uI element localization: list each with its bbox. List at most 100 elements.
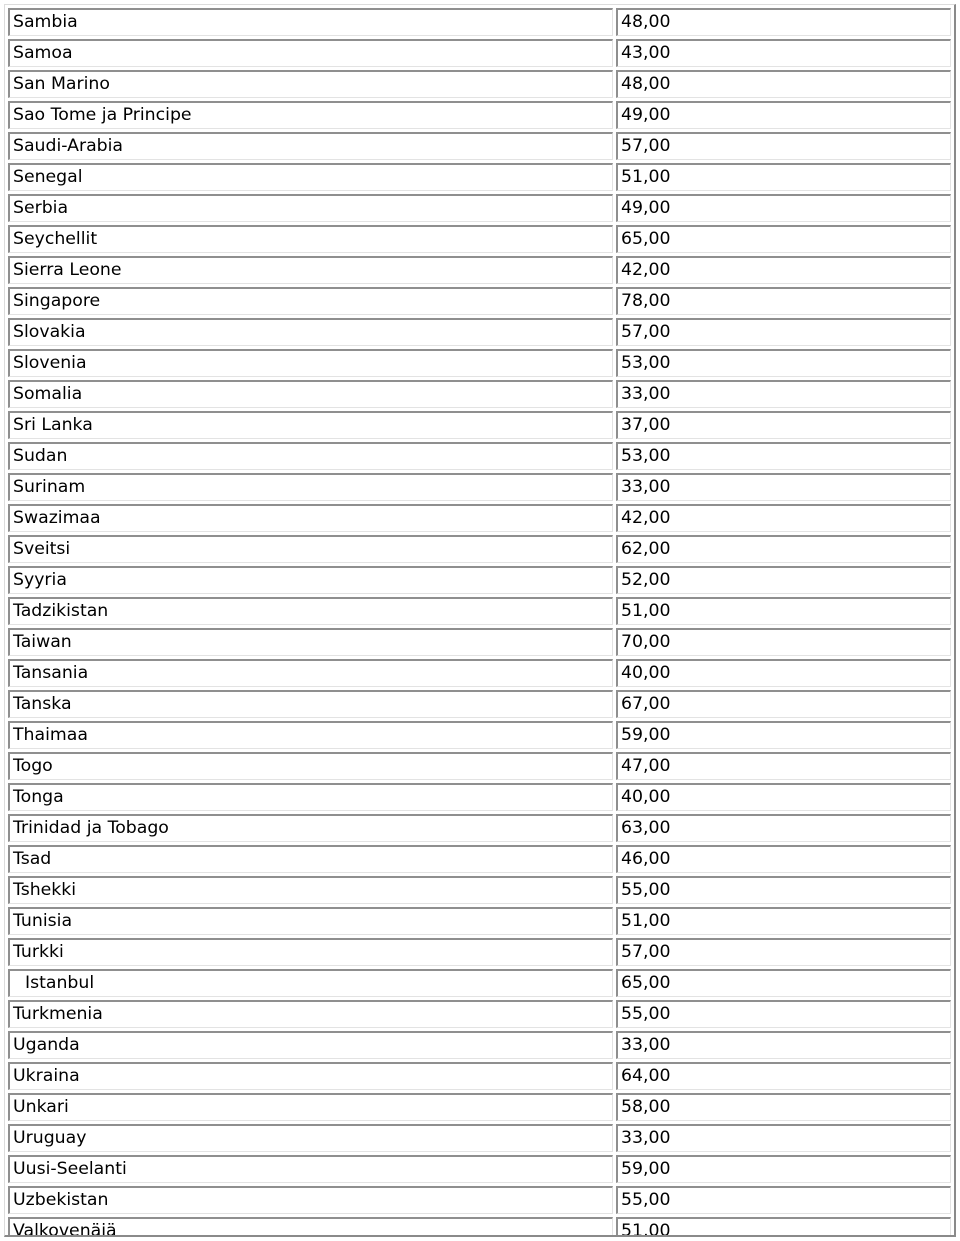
value-cell: 57,00 — [615, 132, 951, 160]
value-cell: 33,00 — [615, 380, 951, 408]
country-name-cell: Togo — [8, 752, 613, 780]
value-cell: 59,00 — [615, 721, 951, 749]
country-name-cell: Valkovenäjä — [8, 1217, 613, 1235]
table-row: Uzbekistan 55,00 — [8, 1186, 951, 1214]
value-cell: 57,00 — [615, 318, 951, 346]
value-cell: 42,00 — [615, 504, 951, 532]
country-name-cell: Sudan — [8, 442, 613, 470]
value-cell: 51,00 — [615, 597, 951, 625]
table-row: Senegal 51,00 — [8, 163, 951, 191]
table-row: Serbia 49,00 — [8, 194, 951, 222]
value-cell: 78,00 — [615, 287, 951, 315]
country-name-cell: Somalia — [8, 380, 613, 408]
country-name-cell: Tanska — [8, 690, 613, 718]
value-cell: 65,00 — [615, 225, 951, 253]
value-cell: 58,00 — [615, 1093, 951, 1121]
country-name-cell: Sao Tome ja Principe — [8, 101, 613, 129]
value-cell: 53,00 — [615, 442, 951, 470]
value-cell: 55,00 — [615, 1186, 951, 1214]
value-cell: 51,00 — [615, 907, 951, 935]
table-row: Somalia 33,00 — [8, 380, 951, 408]
country-name-cell: Unkari — [8, 1093, 613, 1121]
table-row: Uganda 33,00 — [8, 1031, 951, 1059]
value-cell: 65,00 — [615, 969, 951, 997]
table-row: Tsad 46,00 — [8, 845, 951, 873]
table-row: Seychellit 65,00 — [8, 225, 951, 253]
value-cell: 67,00 — [615, 690, 951, 718]
country-name-cell: Uzbekistan — [8, 1186, 613, 1214]
table-row: Tshekki 55,00 — [8, 876, 951, 904]
table-row: Sierra Leone 42,00 — [8, 256, 951, 284]
value-cell: 48,00 — [615, 70, 951, 98]
country-name-cell: Tansania — [8, 659, 613, 687]
country-name-cell: Swazimaa — [8, 504, 613, 532]
table-row: Uusi-Seelanti 59,00 — [8, 1155, 951, 1183]
table-row: Surinam 33,00 — [8, 473, 951, 501]
country-name-cell: Singapore — [8, 287, 613, 315]
table-row: Valkovenäjä 51,00 — [8, 1217, 951, 1235]
table-row: Trinidad ja Tobago 63,00 — [8, 814, 951, 842]
country-name-cell: Saudi-Arabia — [8, 132, 613, 160]
value-cell: 48,00 — [615, 8, 951, 36]
table-body: Sambia 48,00 Samoa 43,00 San Marino 48,00 Sao … — [8, 8, 951, 1235]
country-name-cell: Sierra Leone — [8, 256, 613, 284]
country-name-cell: Taiwan — [8, 628, 613, 656]
table-row: Tanska 67,00 — [8, 690, 951, 718]
country-name-cell: Serbia — [8, 194, 613, 222]
value-cell: 51,00 — [615, 1217, 951, 1235]
table-row: Tonga 40,00 — [8, 783, 951, 811]
value-cell: 33,00 — [615, 473, 951, 501]
country-name-cell: Tonga — [8, 783, 613, 811]
table-row: Samoa 43,00 — [8, 39, 951, 67]
country-name-cell: Tunisia — [8, 907, 613, 935]
table-row: Slovakia 57,00 — [8, 318, 951, 346]
table-row: Thaimaa 59,00 — [8, 721, 951, 749]
country-name-cell: Turkki — [8, 938, 613, 966]
table-frame: Sambia 48,00 Samoa 43,00 San Marino 48,00 Sao … — [4, 4, 956, 1237]
table-row: San Marino 48,00 — [8, 70, 951, 98]
table-row: Tunisia 51,00 — [8, 907, 951, 935]
table-row: Sambia 48,00 — [8, 8, 951, 36]
value-cell: 33,00 — [615, 1124, 951, 1152]
value-cell: 37,00 — [615, 411, 951, 439]
value-cell: 46,00 — [615, 845, 951, 873]
country-name-cell: Sri Lanka — [8, 411, 613, 439]
country-name-cell: Tshekki — [8, 876, 613, 904]
country-name-cell: Seychellit — [8, 225, 613, 253]
value-cell: 55,00 — [615, 1000, 951, 1028]
country-name-cell: Slovakia — [8, 318, 613, 346]
country-name-cell: Sveitsi — [8, 535, 613, 563]
table-row: Sveitsi 62,00 — [8, 535, 951, 563]
country-name-cell: Slovenia — [8, 349, 613, 377]
country-name-cell: Tsad — [8, 845, 613, 873]
table-row: Syyria 52,00 — [8, 566, 951, 594]
value-cell: 42,00 — [615, 256, 951, 284]
country-name-cell: Turkmenia — [8, 1000, 613, 1028]
table-row: Tansania 40,00 — [8, 659, 951, 687]
table-row: Unkari 58,00 — [8, 1093, 951, 1121]
country-name-cell: Syyria — [8, 566, 613, 594]
table-row: Togo 47,00 — [8, 752, 951, 780]
value-cell: 49,00 — [615, 194, 951, 222]
value-cell: 40,00 — [615, 783, 951, 811]
table-row: Slovenia 53,00 — [8, 349, 951, 377]
table-row: Tadzikistan 51,00 — [8, 597, 951, 625]
country-name-cell: Sambia — [8, 8, 613, 36]
value-cell: 53,00 — [615, 349, 951, 377]
table-row: Turkki 57,00 — [8, 938, 951, 966]
value-cell: 47,00 — [615, 752, 951, 780]
value-cell: 49,00 — [615, 101, 951, 129]
value-cell: 43,00 — [615, 39, 951, 67]
country-name-cell: Samoa — [8, 39, 613, 67]
value-cell: 55,00 — [615, 876, 951, 904]
country-name-cell: Trinidad ja Tobago — [8, 814, 613, 842]
table-row: Swazimaa 42,00 — [8, 504, 951, 532]
country-name-cell: Uganda — [8, 1031, 613, 1059]
country-name-cell: Tadzikistan — [8, 597, 613, 625]
value-cell: 63,00 — [615, 814, 951, 842]
country-values-table: Sambia 48,00 Samoa 43,00 San Marino 48,00 Sao … — [5, 5, 954, 1235]
country-name-cell: San Marino — [8, 70, 613, 98]
value-cell: 57,00 — [615, 938, 951, 966]
country-name-cell: Uruguay — [8, 1124, 613, 1152]
value-cell: 64,00 — [615, 1062, 951, 1090]
